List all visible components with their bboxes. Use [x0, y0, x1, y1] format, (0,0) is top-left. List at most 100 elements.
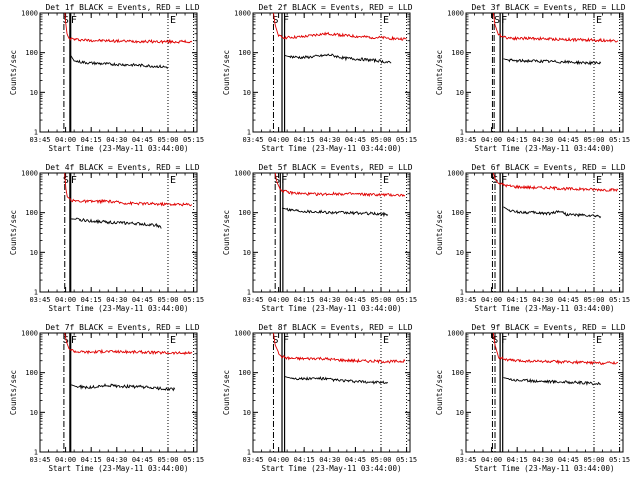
y-tick-label: 1000 [447, 330, 464, 338]
x-tick-label: 04:00 [55, 456, 76, 464]
y-tick-label: 10 [456, 249, 464, 257]
x-tick-label: 04:00 [268, 296, 289, 304]
series-line-events [281, 207, 389, 218]
x-tick-label: 05:15 [396, 456, 417, 464]
x-tick-label: 04:45 [132, 136, 153, 144]
y-tick-label: 10 [243, 249, 251, 257]
series-line-lld [64, 172, 193, 207]
series-line-lld [64, 332, 193, 356]
x-tick-label: 04:45 [132, 456, 153, 464]
y-tick-label: 100 [25, 209, 38, 217]
x-tick-label: 04:00 [481, 296, 502, 304]
marker-e: E [383, 175, 389, 186]
y-tick-label: 100 [451, 49, 464, 57]
x-tick-label: 03:45 [29, 296, 50, 304]
y-tick-label: 1 [247, 449, 251, 457]
chart-panel-4: Det 4f BLACK = Events, RED = LLD 1 10 100 10… [9, 163, 204, 313]
plot-frame [465, 12, 624, 133]
y-axis-label: Counts/sec [222, 210, 231, 255]
y-axis-label: Counts/sec [435, 50, 444, 95]
x-tick-label: 05:15 [183, 456, 204, 464]
x-tick-label: 03:45 [242, 136, 263, 144]
marker-f: F [71, 15, 77, 26]
x-axis-label: Start Time (23-May-11 03:44:00) [262, 304, 402, 313]
x-tick-label: 04:45 [345, 136, 366, 144]
series-line-events [503, 206, 602, 219]
y-axis-label: Counts/sec [9, 370, 18, 415]
plot-frame [465, 172, 624, 293]
marker-e: E [383, 15, 389, 26]
y-tick-label: 10 [243, 89, 251, 97]
x-tick-label: 05:15 [183, 136, 204, 144]
x-axis-label: Start Time (23-May-11 03:44:00) [262, 464, 402, 473]
chart-panel-1: Det 1f BLACK = Events, RED = LLD 1 10 100 10… [9, 3, 204, 153]
chart-panel-8: Det 8f BLACK = Events, RED = LLD 1 10 100 10… [222, 323, 417, 473]
y-tick-label: 1000 [234, 330, 251, 338]
chart-panel-7: Det 7f BLACK = Events, RED = LLD 1 10 100 10… [9, 323, 204, 473]
x-tick-label: 04:15 [81, 136, 102, 144]
x-tick-label: 04:30 [106, 456, 127, 464]
marker-f: F [501, 15, 507, 26]
marker-f: F [71, 175, 77, 186]
marker-e: E [170, 15, 176, 26]
marker-e: E [596, 15, 602, 26]
marker-s: S [274, 175, 280, 186]
x-axis-label: Start Time (23-May-11 03:44:00) [475, 304, 615, 313]
marker-s: S [272, 335, 278, 346]
x-tick-label: 04:00 [268, 136, 289, 144]
y-tick-label: 10 [243, 409, 251, 417]
series-line-events [284, 376, 389, 385]
x-tick-label: 05:00 [583, 136, 604, 144]
y-tick-label: 1 [247, 289, 251, 297]
chart-panel-5: Det 5f BLACK = Events, RED = LLD 1 10 100 10… [222, 163, 417, 313]
marker-e: E [170, 335, 176, 346]
y-axis-label: Counts/sec [9, 50, 18, 95]
x-tick-label: 05:15 [183, 296, 204, 304]
y-tick-label: 1 [34, 129, 38, 137]
y-tick-label: 1000 [21, 330, 38, 338]
y-axis-label: Counts/sec [222, 50, 231, 95]
chart-title: Det 7f BLACK = Events, RED = LLD [45, 323, 199, 332]
x-tick-label: 05:00 [370, 136, 391, 144]
chart-title: Det 3f BLACK = Events, RED = LLD [471, 3, 625, 12]
y-tick-label: 1000 [21, 10, 38, 18]
x-tick-label: 05:00 [370, 456, 391, 464]
plot-frame [39, 172, 198, 293]
y-tick-label: 1000 [21, 170, 38, 178]
y-tick-label: 10 [30, 249, 38, 257]
marker-e: E [596, 175, 602, 186]
x-tick-label: 04:45 [345, 456, 366, 464]
y-axis-label: Counts/sec [9, 210, 18, 255]
y-tick-label: 1000 [234, 170, 251, 178]
x-tick-label: 04:30 [532, 136, 553, 144]
series-line-events [70, 383, 176, 392]
y-tick-label: 1 [460, 129, 464, 137]
series-line-lld [274, 172, 406, 198]
marker-e: E [170, 175, 176, 186]
x-axis-label: Start Time (23-May-11 03:44:00) [262, 144, 402, 153]
series-line-events [503, 377, 602, 386]
y-tick-label: 100 [238, 49, 251, 57]
marker-s: S [492, 175, 498, 186]
chart-title: Det 5f BLACK = Events, RED = LLD [258, 163, 412, 172]
marker-e: E [383, 335, 389, 346]
x-tick-label: 05:00 [157, 296, 178, 304]
series-line-events [70, 55, 169, 69]
series-line-events [503, 58, 602, 66]
plot-frame [252, 332, 411, 453]
y-tick-label: 1 [34, 449, 38, 457]
x-tick-label: 04:00 [55, 296, 76, 304]
plot-frame [39, 332, 198, 453]
x-tick-label: 05:00 [583, 296, 604, 304]
series-line-lld [273, 12, 407, 41]
x-tick-label: 05:00 [583, 456, 604, 464]
series-line-lld [64, 12, 193, 45]
y-tick-label: 100 [451, 369, 464, 377]
y-tick-label: 10 [30, 409, 38, 417]
x-tick-label: 04:30 [532, 296, 553, 304]
chart-title: Det 2f BLACK = Events, RED = LLD [258, 3, 412, 12]
x-tick-label: 04:30 [319, 456, 340, 464]
x-tick-label: 04:00 [55, 136, 76, 144]
y-tick-label: 100 [25, 369, 38, 377]
